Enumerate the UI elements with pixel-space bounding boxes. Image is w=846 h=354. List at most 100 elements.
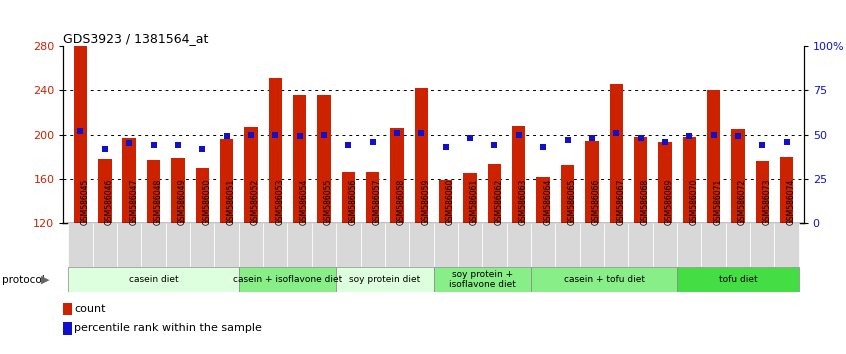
Point [98,146,112,152]
Bar [239,223,263,267]
Bar [268,78,282,223]
Bar [555,223,580,267]
Text: GSM586050: GSM586050 [202,179,212,225]
Point [317,132,331,137]
Text: GSM586069: GSM586069 [665,179,674,225]
Point [707,132,721,137]
Point [244,132,258,137]
Text: count: count [74,304,106,314]
Bar [360,223,385,267]
Point [146,142,160,148]
Bar [239,267,336,292]
Point [731,133,744,139]
Bar [634,137,647,223]
Bar [604,223,629,267]
Bar [653,223,677,267]
Bar [561,166,574,223]
Text: GSM586052: GSM586052 [251,179,260,225]
Text: GSM586046: GSM586046 [105,179,114,225]
Point [561,137,574,143]
Text: casein + tofu diet: casein + tofu diet [563,275,645,284]
Point [658,139,672,144]
Bar [409,223,433,267]
Text: GSM586072: GSM586072 [738,179,747,225]
Text: GSM586070: GSM586070 [689,179,698,225]
Point [220,133,233,139]
Bar [195,168,209,223]
Text: GSM586051: GSM586051 [227,179,235,225]
Bar [244,127,258,223]
Text: GSM586063: GSM586063 [519,179,528,225]
Point [366,139,380,144]
Text: GSM586056: GSM586056 [349,179,357,225]
Text: casein diet: casein diet [129,275,179,284]
Point [464,135,477,141]
Bar [123,138,136,223]
Point [755,142,769,148]
Bar [677,267,799,292]
Bar [482,223,507,267]
Text: GSM586068: GSM586068 [640,179,650,225]
Point [609,130,623,136]
Bar [774,223,799,267]
Point [634,135,647,141]
Bar [531,267,677,292]
Text: GDS3923 / 1381564_at: GDS3923 / 1381564_at [63,32,209,45]
Bar [677,223,701,267]
Text: GSM586047: GSM586047 [129,179,138,225]
Bar [658,142,672,223]
Bar [366,172,379,223]
Bar [385,223,409,267]
Point [512,132,525,137]
Text: percentile rank within the sample: percentile rank within the sample [74,323,262,333]
Point [390,130,404,136]
Bar [141,223,166,267]
Bar [536,177,550,223]
Bar [147,160,160,223]
Bar [293,95,306,223]
Text: GSM586045: GSM586045 [80,179,90,225]
Bar [531,223,555,267]
Text: GSM586054: GSM586054 [299,179,309,225]
Bar [166,223,190,267]
Bar [507,223,531,267]
Bar [433,267,531,292]
Bar [312,223,336,267]
Point [536,144,550,150]
Text: soy protein +
isoflavone diet: soy protein + isoflavone diet [449,270,516,289]
Bar [263,223,288,267]
Bar [464,173,477,223]
Bar [585,141,599,223]
Point [195,146,209,152]
Point [123,141,136,146]
Bar [415,88,428,223]
Text: GSM586073: GSM586073 [762,179,772,225]
Bar [69,223,93,267]
Bar [731,129,744,223]
Bar [726,223,750,267]
Text: GSM586053: GSM586053 [275,179,284,225]
Point [268,132,282,137]
Bar [214,223,239,267]
Text: GSM586058: GSM586058 [397,179,406,225]
Bar [433,223,458,267]
Bar [288,223,312,267]
Bar [683,137,696,223]
Bar [69,267,239,292]
Bar [220,139,233,223]
Text: GSM586057: GSM586057 [373,179,382,225]
Text: GSM586048: GSM586048 [153,179,162,225]
Text: GSM586055: GSM586055 [324,179,333,225]
Bar [74,46,87,223]
Bar [512,126,525,223]
Bar [609,84,623,223]
Text: GSM586049: GSM586049 [178,179,187,225]
Text: ▶: ▶ [41,275,49,285]
Text: GSM586059: GSM586059 [421,179,431,225]
Text: GSM586061: GSM586061 [470,179,479,225]
Bar [439,180,453,223]
Text: GSM586064: GSM586064 [543,179,552,225]
Text: casein + isoflavone diet: casein + isoflavone diet [233,275,342,284]
Point [585,135,599,141]
Bar [342,172,355,223]
